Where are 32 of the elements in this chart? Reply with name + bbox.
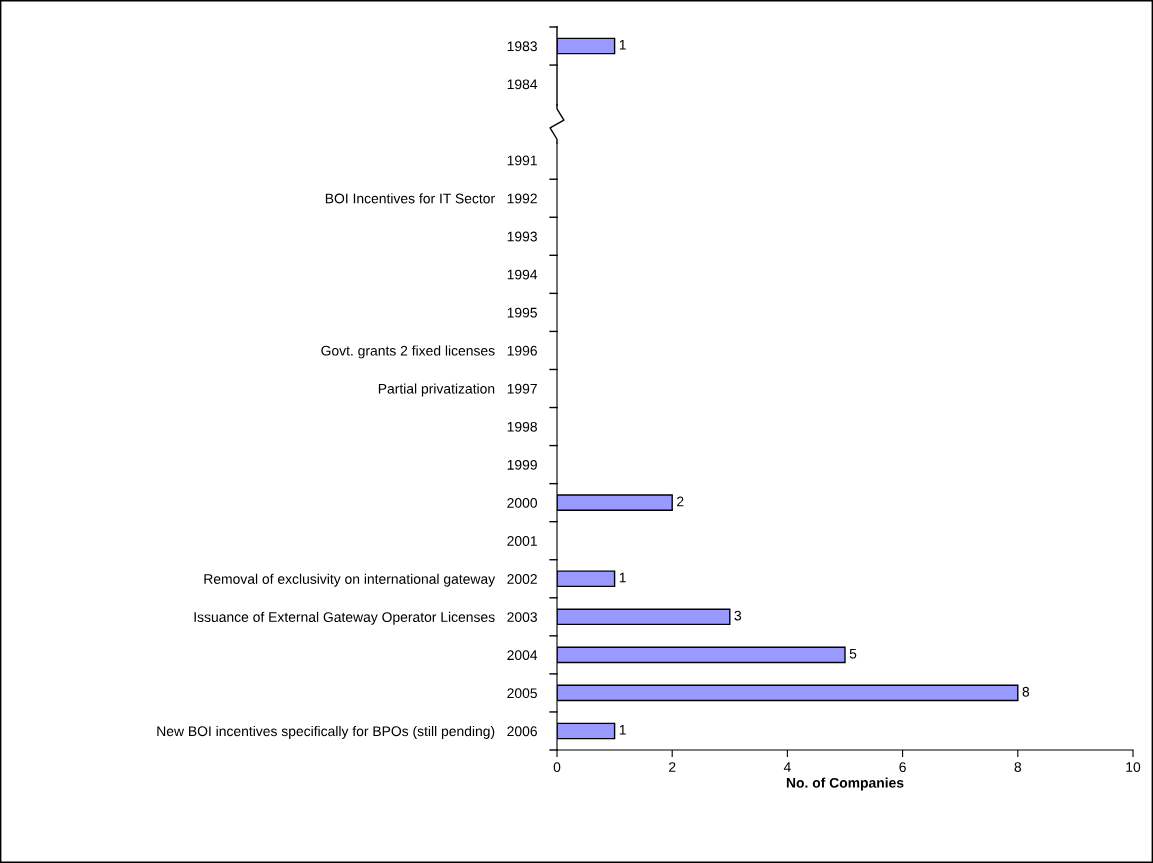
data-label: 3 (734, 610, 742, 621)
y-tick-label: 1999 (507, 459, 537, 470)
y-tick-label: 1993 (507, 231, 537, 242)
y-tick-label: 1983 (507, 41, 537, 52)
data-label: 8 (1022, 686, 1030, 697)
y-tick-label: 2000 (507, 497, 538, 508)
x-tick-label: 2 (669, 762, 676, 772)
y-tick-label: Removal of exclusivity on international gateway 2002 (204, 573, 537, 587)
y-tick-label: Issuance of External Gateway Operator Licenses 2003 (194, 611, 537, 625)
y-tick-label: 1984 (507, 79, 538, 90)
x-axis-title: No. of Companies (786, 777, 904, 791)
y-tick-label: BOI Incentives for IT Sector 1992 (325, 193, 537, 204)
x-tick-label: 8 (1014, 762, 1022, 773)
y-tick-label: 2001 (507, 536, 537, 546)
data-label: 5 (849, 648, 857, 659)
data-label: 1 (619, 40, 626, 50)
data-label: 1 (619, 725, 626, 735)
y-tick-label: Partial privatization 1997 (378, 383, 537, 397)
y-tick-label: 2005 (507, 688, 537, 699)
x-tick-label: 4 (783, 762, 791, 772)
data-label: 2 (677, 496, 684, 507)
y-tick-label: 2004 (507, 650, 538, 661)
x-tick-label: 10 (1126, 762, 1141, 773)
y-tick-label: New BOI incentives specifically for BPOs (still pending) 2006 (157, 725, 537, 739)
y-tick-label: 1991 (507, 155, 537, 166)
y-tick-label: 1998 (507, 421, 537, 432)
x-tick-label: 0 (553, 762, 561, 773)
data-label: 1 (619, 572, 626, 583)
y-tick-label: Govt. grants 2 fixed licenses 1996 (321, 345, 537, 359)
x-tick-label: 6 (899, 762, 906, 773)
y-tick-label: 1995 (507, 307, 537, 318)
y-tick-label: 1994 (507, 269, 538, 280)
